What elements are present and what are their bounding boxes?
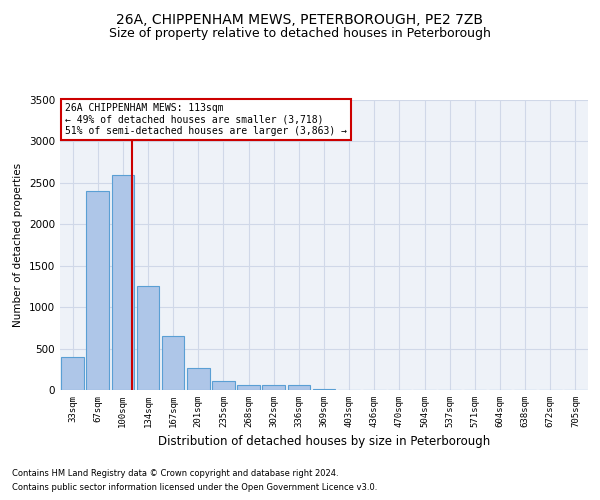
Text: 26A CHIPPENHAM MEWS: 113sqm
← 49% of detached houses are smaller (3,718)
51% of : 26A CHIPPENHAM MEWS: 113sqm ← 49% of det… bbox=[65, 103, 347, 136]
Bar bbox=[86, 191, 109, 390]
Bar bbox=[212, 381, 235, 390]
Bar bbox=[313, 389, 335, 390]
Bar bbox=[187, 368, 209, 390]
X-axis label: Distribution of detached houses by size in Peterborough: Distribution of detached houses by size … bbox=[158, 436, 490, 448]
Text: 26A, CHIPPENHAM MEWS, PETERBOROUGH, PE2 7ZB: 26A, CHIPPENHAM MEWS, PETERBOROUGH, PE2 … bbox=[116, 12, 484, 26]
Bar bbox=[262, 386, 285, 390]
Bar bbox=[237, 384, 260, 390]
Y-axis label: Number of detached properties: Number of detached properties bbox=[13, 163, 23, 327]
Bar bbox=[287, 386, 310, 390]
Text: Contains HM Land Registry data © Crown copyright and database right 2024.: Contains HM Land Registry data © Crown c… bbox=[12, 468, 338, 477]
Bar bbox=[137, 286, 160, 390]
Bar bbox=[112, 174, 134, 390]
Bar bbox=[61, 357, 84, 390]
Text: Contains public sector information licensed under the Open Government Licence v3: Contains public sector information licen… bbox=[12, 484, 377, 492]
Bar bbox=[162, 336, 184, 390]
Text: Size of property relative to detached houses in Peterborough: Size of property relative to detached ho… bbox=[109, 28, 491, 40]
